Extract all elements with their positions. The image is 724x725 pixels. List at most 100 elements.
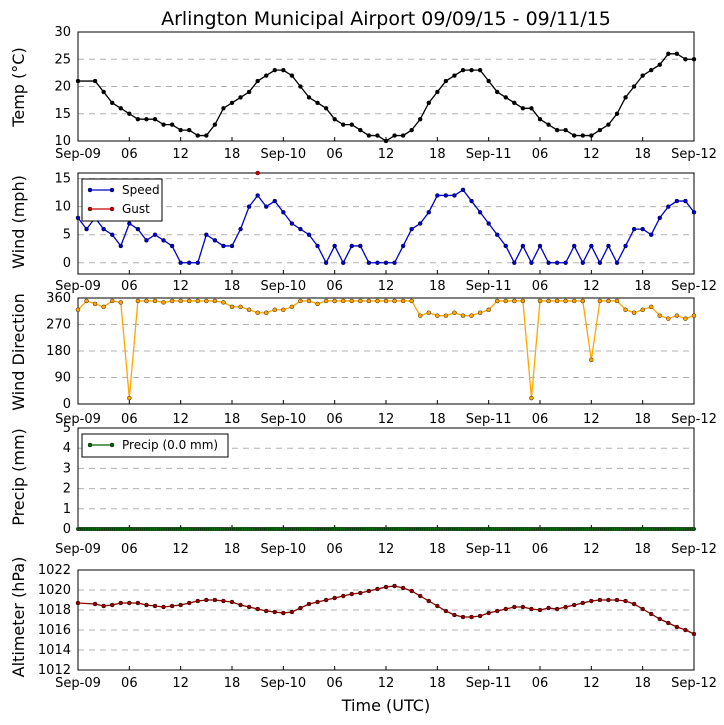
y-tick-label: 270 (46, 318, 71, 333)
data-point (486, 78, 491, 84)
data-point (92, 78, 98, 84)
data-point (246, 204, 252, 209)
data-point (537, 607, 543, 613)
data-point (195, 133, 200, 138)
data-point (306, 95, 312, 100)
data-point (597, 127, 603, 133)
data-point (358, 298, 363, 304)
data-point (469, 614, 474, 620)
data-point (435, 313, 440, 318)
y-tick-label: 2 (63, 482, 71, 497)
data-point (546, 260, 551, 265)
data-point (315, 100, 320, 106)
data-point (674, 624, 680, 630)
x-tick-label: 06 (532, 542, 549, 557)
data-point (495, 89, 500, 95)
data-point (529, 606, 534, 612)
data-point (298, 226, 303, 232)
data-point (298, 605, 303, 611)
data-point (597, 298, 603, 304)
data-point (691, 57, 697, 62)
x-tick-label: 12 (583, 147, 600, 162)
data-point (537, 116, 543, 122)
x-tick-label: 18 (224, 542, 241, 557)
data-point (649, 67, 654, 73)
data-point (580, 133, 585, 138)
data-point (332, 595, 337, 601)
data-point (383, 260, 389, 265)
panel-1: 10 15 20 25 30 Sep-09 06 12 18 Sep-10 06 12 18 Sep-11… (9, 25, 717, 162)
data-point (101, 89, 106, 95)
data-point (580, 260, 585, 265)
data-point (683, 627, 688, 633)
x-tick-label: Sep-12 (671, 676, 717, 691)
x-tick-label: Sep-11 (466, 279, 512, 294)
data-point (537, 298, 543, 304)
data-point (152, 116, 158, 122)
data-point (623, 95, 628, 100)
data-point (572, 243, 577, 249)
data-point (221, 106, 226, 111)
y-axis-label: Wind (mph) (9, 175, 28, 269)
y-tick-label: 0 (63, 522, 71, 537)
data-point (520, 298, 526, 304)
data-point (657, 62, 662, 67)
x-tick-label: 06 (532, 412, 549, 427)
data-point (614, 111, 620, 116)
data-point (204, 597, 209, 603)
y-tick-label: 20 (54, 80, 71, 95)
data-point (486, 610, 491, 616)
data-point (537, 243, 543, 249)
data-point (477, 613, 483, 619)
data-point (161, 122, 166, 127)
x-tick-label: 06 (326, 412, 343, 427)
data-point (409, 298, 414, 304)
x-tick-label: Sep-12 (671, 412, 717, 427)
data-point (101, 226, 106, 232)
data-point (255, 170, 260, 176)
x-tick-label: 18 (224, 676, 241, 691)
data-point (118, 300, 123, 305)
x-tick-label: 18 (634, 542, 651, 557)
data-point (460, 313, 466, 318)
data-point (272, 198, 277, 204)
data-point (375, 586, 380, 592)
data-point (683, 316, 688, 321)
data-point (110, 232, 115, 237)
x-tick-label: 12 (172, 676, 189, 691)
data-point (152, 603, 158, 609)
data-point (341, 593, 346, 599)
y-axis-label: Precip (mm) (9, 428, 28, 526)
data-point (520, 106, 526, 111)
data-point (229, 304, 235, 310)
data-point (255, 78, 260, 84)
data-point (366, 133, 372, 138)
data-point (144, 602, 149, 608)
x-tick-label: 18 (429, 542, 446, 557)
y-axis-label: Altimeter (hPa) (9, 557, 28, 678)
data-point (169, 603, 175, 609)
x-tick-label: Sep-12 (671, 542, 717, 557)
x-axis-label: Time (UTC) (341, 696, 430, 715)
data-point (563, 127, 568, 133)
data-point (580, 298, 585, 304)
x-tick-label: Sep-09 (55, 147, 101, 162)
data-point (341, 260, 346, 265)
x-tick-label: 06 (532, 676, 549, 691)
data-point (238, 304, 243, 310)
data-point (135, 298, 141, 304)
data-point (298, 84, 303, 89)
data-point (503, 95, 508, 100)
y-tick-label: 0 (63, 256, 71, 271)
data-point (144, 238, 149, 243)
data-point (383, 298, 389, 304)
data-point (495, 608, 500, 614)
y-tick-label: 1 (63, 502, 71, 517)
y-axis-label: Wind Direction (9, 293, 28, 411)
data-point (452, 73, 457, 78)
data-point (358, 243, 363, 249)
data-point (281, 610, 286, 616)
data-point (606, 597, 611, 603)
data-point (469, 313, 474, 318)
